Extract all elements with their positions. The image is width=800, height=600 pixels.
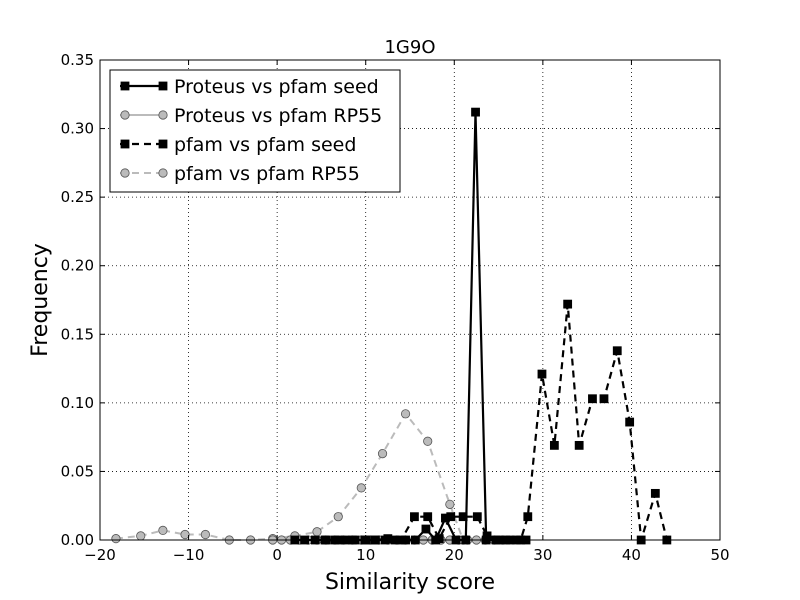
- data-point: [377, 448, 388, 459]
- data-point: [549, 440, 559, 450]
- data-point: [400, 409, 411, 419]
- legend-entry-pfam-vs-pfam-rp55: pfam vs pfam RP55: [120, 163, 360, 185]
- legend-marker: [158, 81, 168, 91]
- data-point: [574, 440, 584, 450]
- legend-marker: [158, 139, 168, 149]
- x-tick-label: 10: [356, 546, 375, 564]
- x-tick-label: 0: [272, 546, 282, 564]
- data-point: [537, 369, 547, 379]
- data-point: [445, 499, 455, 509]
- data-point: [471, 107, 480, 117]
- chart-title: 1G9O: [384, 37, 435, 58]
- data-point: [441, 513, 450, 523]
- y-tick-label: 0.10: [61, 394, 94, 412]
- data-point: [312, 527, 322, 537]
- data-point: [200, 529, 210, 540]
- data-point: [423, 436, 433, 446]
- data-point: [421, 524, 431, 534]
- data-point: [625, 417, 635, 427]
- y-tick-label: 0.35: [61, 51, 94, 69]
- y-tick-label: 0.30: [61, 120, 94, 138]
- legend-marker: [158, 110, 168, 120]
- y-tick-label: 0.25: [61, 188, 94, 206]
- x-tick-label: −10: [173, 546, 205, 564]
- x-tick-label: 40: [622, 546, 641, 564]
- x-axis-title: Similarity score: [325, 570, 495, 595]
- legend-label: pfam vs pfam seed: [174, 134, 356, 156]
- data-point: [136, 531, 146, 541]
- legend-marker: [158, 168, 168, 178]
- data-point: [599, 394, 609, 404]
- plot-frame: [99, 59, 721, 541]
- legend-box: [109, 69, 401, 193]
- x-tick-label: −20: [84, 546, 116, 564]
- y-tick-label: 0.15: [61, 325, 94, 343]
- x-tick-label: 20: [445, 546, 464, 564]
- data-point: [523, 512, 533, 522]
- legend-marker: [120, 81, 130, 91]
- axis-ticks: −20 −10 0 10 20 30 40 50 0.00 0.05 0.10 0.15 0.20 0.2…: [61, 51, 730, 564]
- data-point: [472, 512, 482, 522]
- data-point: [180, 529, 190, 540]
- data-point: [588, 394, 597, 404]
- x-tick-label: 30: [533, 546, 552, 564]
- data-point: [563, 299, 573, 309]
- legend-label: Proteus vs pfam RP55: [174, 105, 382, 127]
- y-axis-title: Frequency: [28, 243, 53, 357]
- legend-marker: [120, 139, 130, 149]
- legend-marker: [120, 168, 130, 178]
- data-point: [111, 534, 121, 544]
- data-point: [410, 512, 419, 522]
- y-tick-label: 0.20: [61, 257, 94, 275]
- y-tick-label: 0.05: [61, 462, 94, 480]
- data-point: [356, 483, 366, 493]
- legend: Proteus vs pfam seed Proteus vs pfam RP55…: [109, 69, 401, 193]
- data-point: [423, 512, 433, 522]
- legend-entry-proteus-vs-pfam-rp55: Proteus vs pfam RP55: [120, 105, 382, 127]
- legend-label: pfam vs pfam RP55: [174, 163, 360, 185]
- data-point: [650, 488, 660, 498]
- data-point: [333, 512, 343, 522]
- x-tick-label: 50: [710, 546, 729, 564]
- legend-label: Proteus vs pfam seed: [174, 76, 379, 98]
- legend-entry-pfam-vs-pfam-seed: pfam vs pfam seed: [120, 134, 356, 156]
- legend-entry-proteus-vs-pfam-seed: Proteus vs pfam seed: [120, 76, 379, 98]
- legend-marker: [120, 110, 130, 120]
- data-point: [612, 346, 622, 356]
- data-point: [158, 525, 168, 536]
- y-tick-label: 0.00: [61, 531, 94, 549]
